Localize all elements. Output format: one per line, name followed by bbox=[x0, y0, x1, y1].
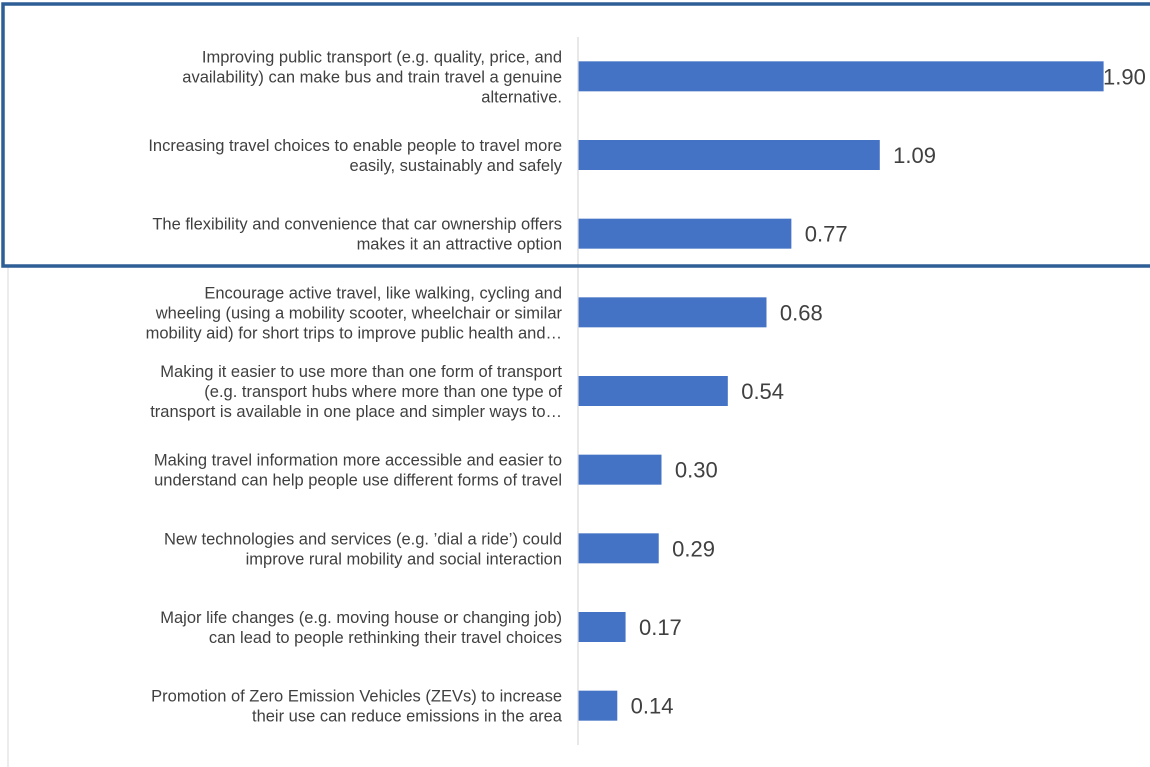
category-label: Promotion of Zero Emission Vehicles (ZEV… bbox=[151, 688, 563, 726]
bar bbox=[578, 376, 728, 406]
category-label-line: Encourage active travel, like walking, c… bbox=[204, 284, 562, 302]
category-label: Increasing travel choices to enable peop… bbox=[148, 137, 562, 175]
category-label-line: availability) can make bus and train tra… bbox=[182, 68, 562, 86]
category-label: Making travel information more accessibl… bbox=[154, 452, 562, 490]
value-label: 0.14 bbox=[631, 694, 674, 719]
category-label-line: Promotion of Zero Emission Vehicles (ZEV… bbox=[151, 688, 562, 706]
bar bbox=[578, 61, 1104, 92]
value-label: 0.54 bbox=[741, 379, 784, 404]
category-label-line: Improving public transport (e.g. quality… bbox=[202, 48, 562, 66]
category-label-line: mobility aid) for short trips to improve… bbox=[146, 324, 562, 342]
category-label-line: transport is available in one place and … bbox=[150, 403, 562, 421]
category-label-line: Making it easier to use more than one fo… bbox=[160, 363, 562, 381]
category-label-line: understand can help people use different… bbox=[154, 472, 562, 490]
value-label: 1.09 bbox=[893, 143, 936, 168]
value-label: 0.30 bbox=[675, 458, 718, 483]
bar bbox=[578, 297, 767, 328]
category-label-line: makes it an attractive option bbox=[357, 236, 562, 254]
category-label: New technologies and services (e.g. ’dia… bbox=[164, 530, 562, 568]
category-label: Making it easier to use more than one fo… bbox=[150, 363, 562, 421]
value-label: 0.29 bbox=[672, 536, 715, 561]
category-label-line: easily, sustainably and safely bbox=[350, 157, 563, 175]
category-label-line: can lead to people rethinking their trav… bbox=[209, 629, 562, 647]
value-label: 0.68 bbox=[780, 300, 823, 325]
category-label-line: (e.g. transport hubs where more than one… bbox=[204, 383, 562, 401]
category-label-line: their use can reduce emissions in the ar… bbox=[252, 708, 563, 726]
category-label: Improving public transport (e.g. quality… bbox=[182, 48, 562, 106]
value-label: 0.17 bbox=[639, 615, 682, 640]
bar bbox=[578, 140, 880, 170]
category-label-line: New technologies and services (e.g. ’dia… bbox=[164, 530, 562, 548]
category-label: The flexibility and convenience that car… bbox=[152, 216, 562, 254]
bar bbox=[578, 218, 792, 249]
category-label-line: Making travel information more accessibl… bbox=[154, 452, 562, 470]
category-label: Major life changes (e.g. moving house or… bbox=[160, 609, 562, 647]
category-label-line: Major life changes (e.g. moving house or… bbox=[160, 609, 562, 627]
category-label: Encourage active travel, like walking, c… bbox=[146, 284, 563, 342]
bar bbox=[578, 690, 618, 721]
bar bbox=[578, 612, 626, 642]
category-label-line: Increasing travel choices to enable peop… bbox=[148, 137, 562, 155]
bar bbox=[578, 454, 662, 485]
bar bbox=[578, 533, 659, 564]
value-label: 0.77 bbox=[805, 222, 848, 247]
highlight-box bbox=[1, 2, 1150, 268]
value-label: 1.90 bbox=[1103, 64, 1146, 89]
category-label-line: alternative. bbox=[481, 88, 562, 106]
category-label-line: The flexibility and convenience that car… bbox=[152, 216, 562, 234]
category-label-line: wheeling (using a mobility scooter, whee… bbox=[155, 304, 563, 322]
category-label-line: improve rural mobility and social intera… bbox=[246, 550, 562, 568]
